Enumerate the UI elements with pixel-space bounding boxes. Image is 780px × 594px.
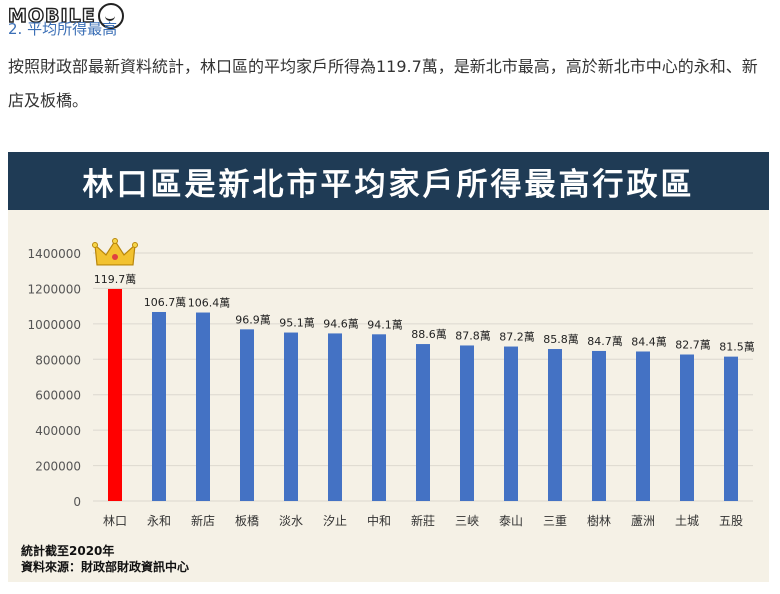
data-label: 96.9萬	[235, 313, 271, 326]
smiley-face-icon	[97, 3, 124, 29]
data-label: 119.7萬	[94, 273, 137, 286]
bar	[108, 288, 122, 501]
data-label: 84.4萬	[631, 335, 667, 348]
bar	[680, 354, 694, 501]
bar	[196, 312, 210, 501]
x-tick-label: 板橋	[235, 514, 259, 528]
bar	[152, 311, 166, 501]
bar	[328, 333, 342, 501]
x-tick-label: 泰山	[499, 514, 523, 528]
bar-chart: 0 200000 400000 600000 800000 1000000 1200000 1…	[28, 237, 755, 528]
y-tick-label: 200000	[35, 460, 81, 474]
bar	[724, 356, 738, 501]
data-label: 106.7萬	[144, 296, 187, 309]
crown-icon	[92, 237, 138, 266]
x-tick-label: 三峽	[455, 514, 479, 528]
chart-title: 林口區是新北市平均家戶所得最高行政區	[82, 166, 695, 203]
data-label: 106.4萬	[188, 297, 231, 310]
y-tick-label: 600000	[35, 389, 81, 403]
x-tick-label: 新店	[191, 513, 215, 528]
site-logo[interactable]: MOBILE	[7, 3, 124, 29]
bar	[592, 350, 606, 501]
chart-title-banner: 林口區是新北市平均家戶所得最高行政區	[8, 152, 769, 210]
bar	[460, 345, 474, 501]
data-label: 94.6萬	[323, 317, 359, 330]
chart-figure: 林口區是新北市平均家戶所得最高行政區 0 200000 400000 600000 80…	[8, 152, 769, 582]
y-tick-label: 1200000	[28, 282, 81, 296]
y-tick-label: 400000	[35, 424, 81, 438]
bar	[240, 329, 254, 501]
bar	[548, 349, 562, 501]
data-label: 82.7萬	[675, 339, 711, 352]
x-tick-label: 蘆洲	[631, 514, 655, 528]
data-label: 94.1萬	[367, 318, 403, 331]
y-tick-label: 1000000	[28, 318, 81, 332]
data-label: 87.2萬	[499, 331, 535, 344]
data-label: 84.7萬	[587, 335, 623, 348]
data-label: 87.8萬	[455, 329, 491, 342]
x-tick-label: 永和	[147, 514, 171, 528]
bar	[504, 346, 518, 501]
data-label: 95.1萬	[279, 317, 315, 330]
data-label: 81.5萬	[719, 341, 755, 354]
bar	[636, 351, 650, 501]
section-heading: 2. 平均所得最高	[8, 20, 118, 38]
x-tick-label: 五股	[719, 514, 743, 528]
y-tick-label: 800000	[35, 353, 81, 367]
bar	[416, 344, 430, 501]
x-tick-label: 土城	[675, 514, 699, 528]
bar	[284, 332, 298, 501]
article-paragraph: 按照財政部最新資料統計，林口區的平均家戶所得為119.7萬，是新北市最高，高於新…	[8, 57, 758, 110]
data-label: 88.6萬	[411, 328, 447, 341]
bar	[372, 334, 386, 501]
x-tick-label: 樹林	[587, 514, 611, 528]
data-label: 85.8萬	[543, 333, 579, 346]
x-tick-label: 中和	[367, 513, 391, 528]
chart-note-date: 統計截至2020年	[21, 544, 115, 558]
logo-text: MOBILE	[7, 4, 96, 27]
y-tick-label: 1400000	[28, 247, 81, 261]
x-tick-label: 林口	[103, 514, 127, 528]
x-tick-label: 淡水	[279, 514, 303, 528]
x-tick-label: 汐止	[323, 513, 347, 528]
chart-note-source: 資料來源：財政部財政資訊中心	[21, 560, 190, 574]
x-tick-label: 三重	[543, 514, 567, 528]
y-tick-label: 0	[73, 495, 81, 509]
x-tick-label: 新莊	[411, 513, 435, 528]
